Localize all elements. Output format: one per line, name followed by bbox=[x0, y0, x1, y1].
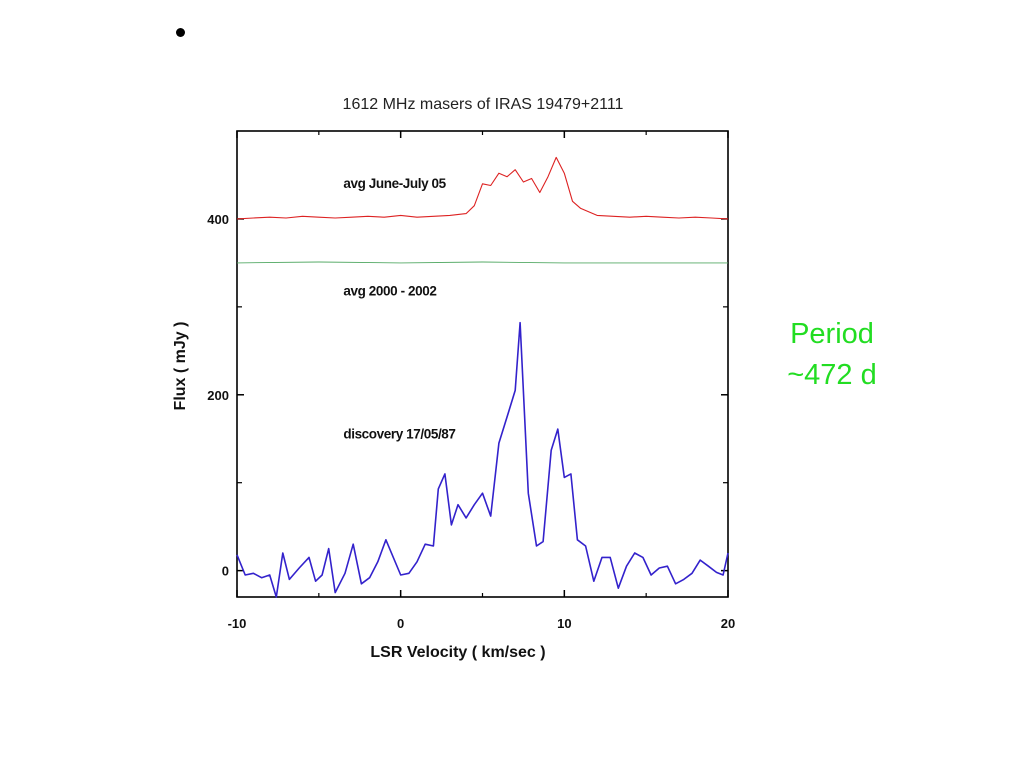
note-line-period: Period bbox=[790, 318, 874, 350]
bullet-point bbox=[176, 28, 185, 37]
series-annotation: avg 2000 - 2002 bbox=[343, 283, 436, 298]
x-axis-label: LSR Velocity ( km/sec ) bbox=[370, 644, 545, 661]
series-annotation: avg June-July 05 bbox=[343, 176, 446, 191]
period-note: Period ~472 d bbox=[770, 314, 894, 396]
y-tick-label: 0 bbox=[222, 564, 229, 579]
y-axis-label: Flux ( mJy ) bbox=[172, 322, 189, 411]
series-line-discovery-1987 bbox=[236, 321, 729, 598]
y-tick-label: 400 bbox=[207, 212, 229, 227]
plot-frame bbox=[236, 130, 729, 598]
series-line-june-july-05 bbox=[236, 156, 729, 220]
series-layer bbox=[236, 156, 729, 598]
y-tick-label: 200 bbox=[207, 388, 229, 403]
x-tick-label: 0 bbox=[397, 616, 404, 631]
x-tick-label: -10 bbox=[228, 616, 247, 631]
note-line-value: ~472 d bbox=[787, 359, 877, 391]
x-tick-label: 20 bbox=[721, 616, 735, 631]
x-tick-label: 10 bbox=[557, 616, 571, 631]
annotation-layer: avg June-July 05 avg 2000 - 2002 discovery… bbox=[343, 176, 456, 442]
series-annotation: discovery 17/05/87 bbox=[343, 427, 455, 442]
chart-title: 1612 MHz masers of IRAS 19479+2111 bbox=[343, 96, 624, 113]
series-line-2000-2002 bbox=[236, 261, 728, 264]
